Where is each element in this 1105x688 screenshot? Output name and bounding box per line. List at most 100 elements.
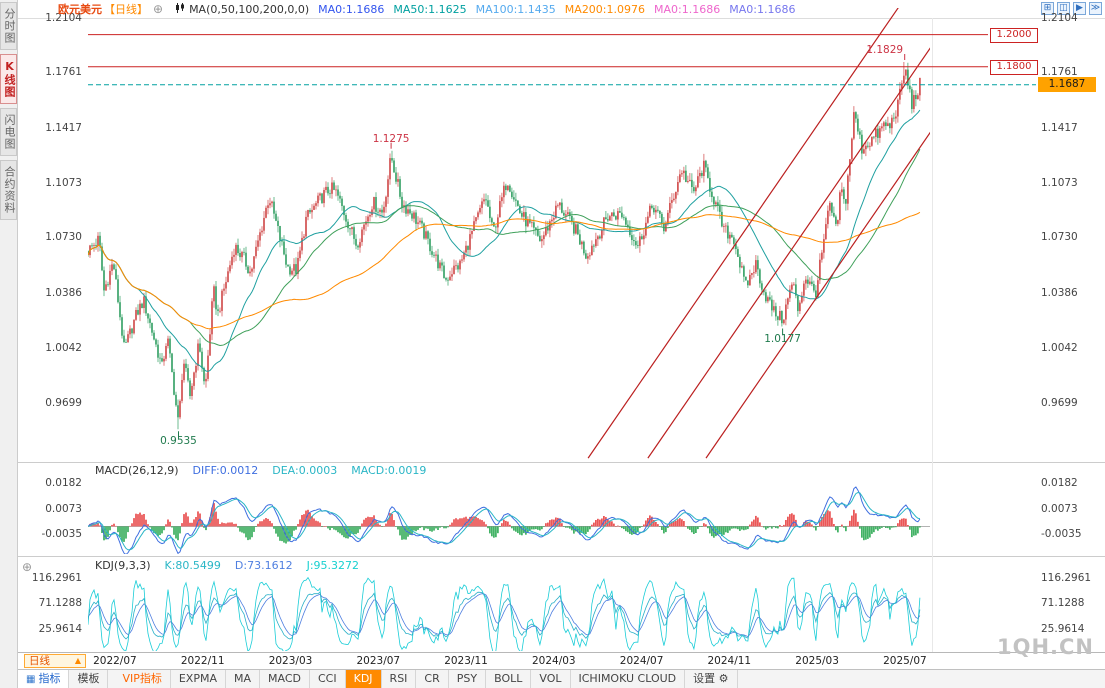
price-axis-label-left: 1.0386	[45, 286, 82, 299]
price-axis-label-left: 1.0730	[45, 231, 82, 244]
period-tag: 【日线】	[104, 3, 148, 16]
btn-ma[interactable]: MA	[226, 670, 261, 688]
ma-values: MA0:1.1686 MA50:1.1625 MA100:1.1435 MA200:1…	[309, 3, 795, 16]
price-level-label: 1.1800	[990, 59, 1038, 75]
btn-ma-label: MA	[234, 672, 252, 685]
macd-diff-value: DIFF:0.0012	[192, 464, 259, 477]
fast-forward-icon[interactable]: ≫	[1089, 2, 1102, 15]
layout-grid-icon[interactable]: ⊞	[1041, 2, 1054, 15]
price-axis-label-right: 1.0730	[1041, 231, 1078, 244]
price-annotation: 1.1829	[866, 44, 904, 56]
date-axis-label: 2023/11	[444, 655, 488, 667]
btn-rsi[interactable]: RSI	[382, 670, 417, 688]
price-axis-label-left: 1.1761	[45, 66, 82, 79]
price-axis-label-right: 1.0386	[1041, 286, 1078, 299]
price-annotation: 1.1275	[372, 132, 410, 145]
sidebar-tab-flash-chart[interactable]: 闪电图	[0, 108, 17, 156]
btn-vip-indicators-label: VIP指标	[122, 672, 162, 685]
ma-value-1: MA50:1.1625	[393, 2, 467, 16]
play-icon[interactable]: ▶	[1073, 2, 1086, 15]
kdj-axis-label-left: 116.2961	[31, 571, 82, 584]
btn-macd[interactable]: MACD	[260, 670, 310, 688]
symbol-name: 欧元美元	[58, 3, 102, 16]
price-annotation: 0.9535	[160, 435, 197, 448]
ma-value-3: MA200:1.0976	[564, 2, 646, 16]
sidebar-tab-contract-info[interactable]: 合约资料	[0, 160, 17, 220]
btn-ichimoku-cloud[interactable]: ICHIMOKU CLOUD	[571, 670, 686, 688]
btn-expma-label: EXPMA	[178, 672, 217, 685]
macd-dea-value: DEA:0.0003	[272, 464, 338, 477]
chart-panel-icon[interactable]: ◫	[1057, 2, 1070, 15]
btn-boll[interactable]: BOLL	[486, 670, 532, 688]
watermark: 1QH.CN	[997, 635, 1095, 659]
macd-panel-title: MACD(26,12,9) DIFF:0.0012 DEA:0.0003 MAC…	[95, 464, 426, 477]
btn-psy[interactable]: PSY	[449, 670, 487, 688]
btn-cr[interactable]: CR	[416, 670, 449, 688]
kdj-panel-title: KDJ(9,3,3) K:80.5499 D:73.1612 J:95.3272	[95, 559, 359, 572]
btn-boll-label: BOLL	[494, 672, 523, 685]
price-axis-label-right: 0.9699	[1041, 396, 1078, 409]
btn-kdj-label: KDJ	[353, 672, 373, 685]
macd-value: MACD:0.0019	[351, 464, 427, 477]
btn-psy-label: PSY	[456, 672, 478, 685]
ma-value-5: MA0:1.1686	[729, 2, 796, 16]
tab-templates-label: 模板	[77, 672, 100, 685]
macd-axis-label-right: 0.0073	[1041, 502, 1078, 515]
macd-axis-label-left: 0.0073	[45, 502, 82, 515]
add-overlay-icon[interactable]: ⊕	[153, 2, 164, 16]
indicators-icon: ▦	[26, 674, 36, 685]
price-axis-label-left: 1.1417	[45, 121, 82, 134]
date-axis-row	[18, 652, 1105, 669]
macd-axis-label-left: -0.0035	[41, 528, 82, 541]
kdj-axis-label-right: 116.2961	[1041, 571, 1092, 584]
price-axis-label-right: 1.2104	[1041, 11, 1078, 24]
date-axis-label: 2024/11	[707, 655, 752, 667]
left-sidebar: 分时图 K线图闪电图合约资料	[0, 0, 18, 688]
sidebar-tab-kline-chart[interactable]: K线图	[0, 54, 17, 104]
btn-rsi-label: RSI	[389, 672, 408, 685]
ma-value-2: MA100:1.1435	[475, 2, 556, 16]
btn-settings[interactable]: 设置 ⚙	[685, 670, 738, 688]
btn-ichimoku-cloud-label: ICHIMOKU CLOUD	[578, 672, 677, 685]
date-axis-label: 2025/07	[883, 655, 927, 667]
kdj-expand-icon[interactable]: ⊕	[22, 560, 33, 574]
chart-header: 欧元美元 【日线】 ⊕ MA(0,50,100,200,0,0) MA0:1.1…	[18, 0, 1105, 18]
window-layout-icons: ⊞ ◫ ▶ ≫	[1041, 2, 1102, 15]
date-axis-label: 2024/03	[531, 655, 576, 667]
period-selector-label: 日线	[29, 655, 50, 667]
period-selector[interactable]: 日线 ▲	[24, 654, 86, 668]
btn-expma[interactable]: EXPMA	[171, 670, 226, 688]
tab-templates[interactable]: 模板	[69, 670, 109, 688]
btn-settings-label: 设置	[693, 672, 716, 685]
macd-title[interactable]: MACD(26,12,9)	[95, 464, 179, 477]
ma-settings[interactable]: MA(0,50,100,200,0,0)	[189, 2, 310, 16]
tab-indicators-label: 指标	[38, 672, 61, 685]
macd-axis-label-left: 0.0182	[45, 476, 82, 489]
btn-macd-label: MACD	[268, 672, 301, 685]
chevron-up-icon: ▲	[74, 656, 81, 665]
kdj-k-value: K:80.5499	[164, 559, 221, 572]
kdj-title[interactable]: KDJ(9,3,3)	[95, 559, 151, 572]
kdj-j-value: J:95.3272	[306, 559, 360, 572]
btn-vip-indicators[interactable]: VIP指标	[114, 670, 171, 688]
kdj-d-value: D:73.1612	[234, 559, 293, 572]
btn-cr-label: CR	[424, 672, 440, 685]
btn-vol[interactable]: VOL	[531, 670, 571, 688]
date-axis-label: 2023/03	[268, 655, 313, 667]
footer-tabs: ▦ 指标 模板	[18, 670, 109, 688]
settings-icon: ⚙	[715, 672, 729, 685]
date-axis-label: 2023/07	[356, 655, 401, 667]
sidebar-tab-time-share-chart[interactable]: 分时图	[0, 2, 17, 50]
btn-cci[interactable]: CCI	[310, 670, 346, 688]
kdj-axis-label-right: 25.9614	[1041, 622, 1085, 635]
btn-kdj[interactable]: KDJ	[345, 670, 382, 688]
ma-value-4: MA0:1.1686	[654, 2, 721, 16]
tab-indicators[interactable]: ▦ 指标	[18, 670, 70, 688]
price-annotation: 1.0177	[764, 332, 801, 345]
price-axis-label-right: 1.1073	[1041, 176, 1078, 189]
indicator-buttons: VIP指标 EXPMA MA MACD CCI KDJ RSI CR PSY BOLL VOL ICH…	[114, 670, 738, 688]
kdj-axis-label-left: 71.1288	[38, 597, 82, 609]
price-level-label: 1.2000	[990, 27, 1038, 43]
